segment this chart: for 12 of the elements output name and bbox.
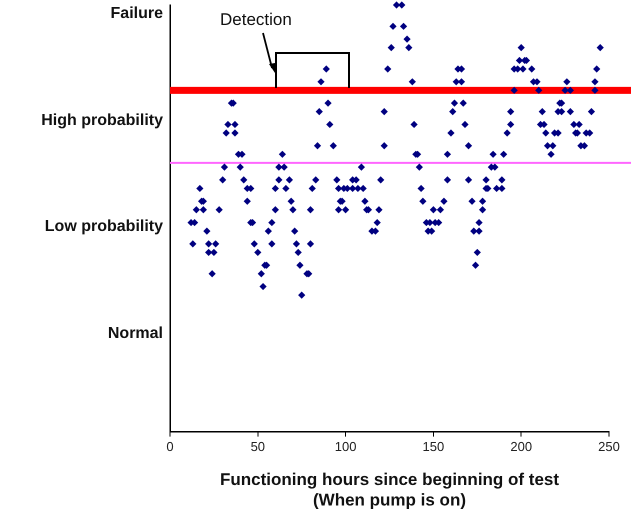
x-tick-label: 250: [598, 438, 620, 454]
x-tick-label: 200: [510, 438, 532, 454]
x-tick-label: 100: [334, 438, 356, 454]
text: Low probability: [44, 217, 163, 238]
x-tick-label: 150: [422, 438, 444, 454]
x-tick-label: 0: [166, 438, 174, 454]
x-tick-label: 50: [250, 438, 266, 454]
text: Normal: [108, 324, 163, 344]
text: High probability: [41, 110, 163, 131]
x-axis-title: Functioning hours since beginning of test (When pump is on): [220, 470, 560, 510]
text: Failure: [110, 4, 163, 24]
annotation: Detection: [220, 10, 292, 30]
